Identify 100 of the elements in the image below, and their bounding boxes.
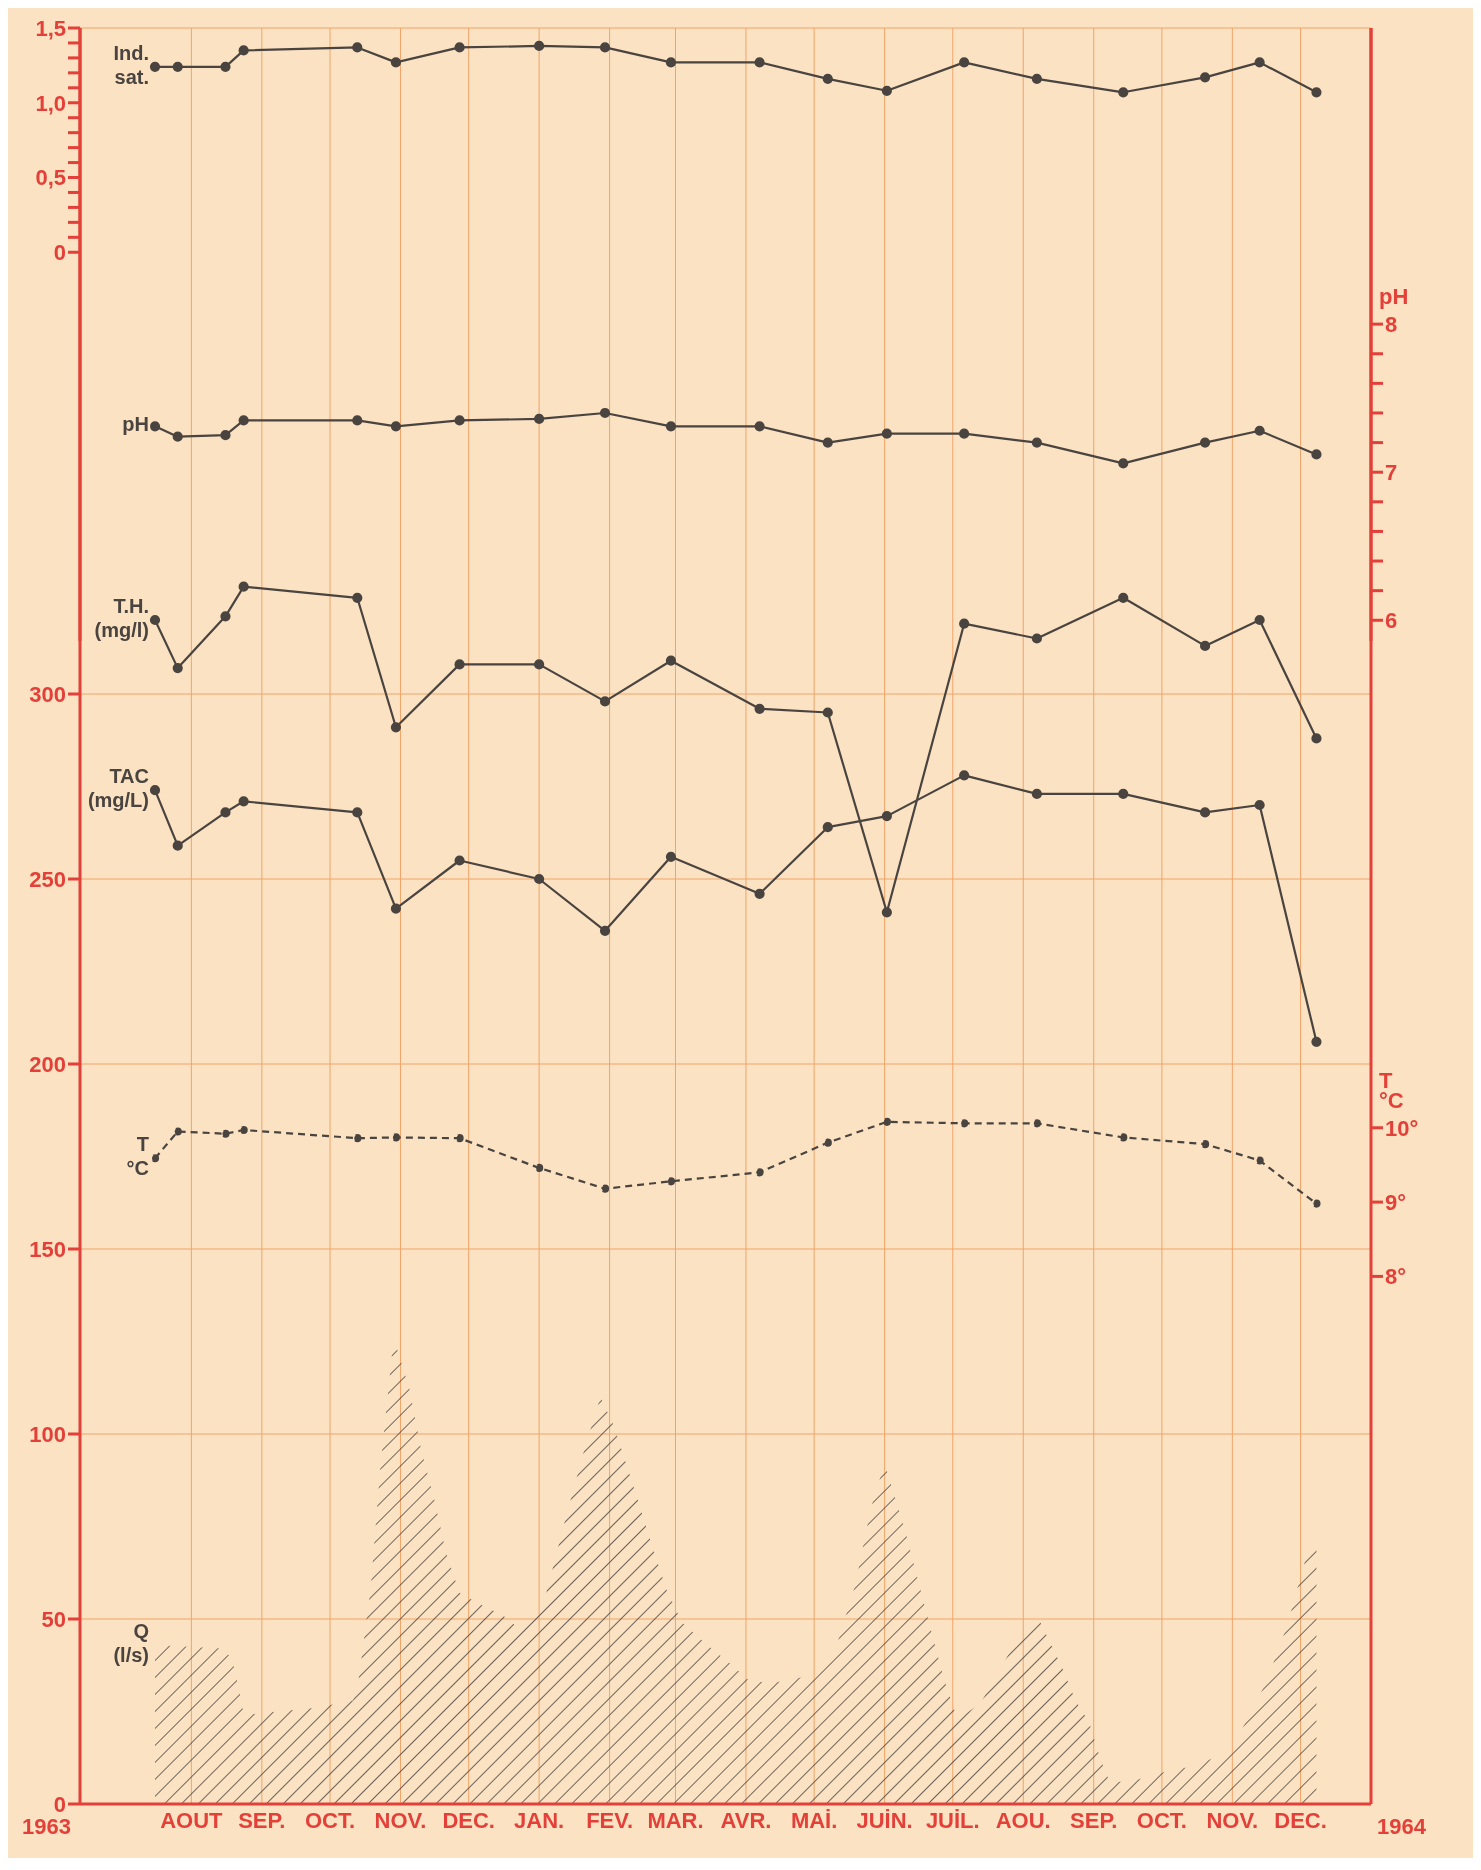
point [1118,788,1129,799]
x-tick-label: OCT. [304,1807,356,1833]
point [1254,614,1265,626]
point [220,807,231,818]
point [149,421,161,432]
x-tick-label: SEP. [238,1807,286,1833]
point [822,822,833,833]
point [881,907,892,918]
point [665,851,677,862]
point [959,57,970,68]
point [822,707,833,718]
point [172,840,183,851]
point [599,696,611,707]
point [390,57,402,68]
y-tick-label: 150 [29,1236,66,1262]
point [1254,425,1265,436]
point [352,807,363,818]
point [881,428,892,439]
point [1031,73,1042,84]
point [1311,733,1322,744]
y-tick-label: 100 [29,1421,66,1447]
point [1199,437,1211,448]
point [882,1117,891,1126]
point [881,85,892,96]
series-label: Ind. sat. [113,42,150,89]
x-tick-label: JUİN. [856,1807,913,1833]
point [1312,1199,1321,1208]
y2-tick-label: 8 [1385,311,1398,337]
x-tick-label: AOUT [160,1807,224,1833]
point [1254,799,1265,811]
y2-tick-label: 8° [1385,1264,1407,1290]
point [238,581,249,592]
point [220,611,231,622]
point [665,655,677,666]
point [823,1138,832,1147]
point [390,903,402,914]
y-tick-label: 0 [53,240,66,266]
point [1031,633,1042,644]
point [959,618,970,629]
series-label: pH [122,413,150,436]
point [352,415,363,426]
point [454,42,465,53]
point [1031,788,1042,799]
point [754,888,765,899]
y-tick-label: 50 [41,1606,66,1632]
x-tick-label: AVR. [720,1807,772,1833]
point [1118,458,1129,469]
x-tick-label: JAN. [514,1807,565,1833]
x-tick-label: DEC. [442,1807,495,1833]
point [755,1168,764,1177]
point [172,431,183,442]
point [149,61,161,72]
point [391,1133,401,1142]
point [1311,1036,1322,1047]
x-tick-label: MAİ. [790,1807,838,1833]
point [959,428,970,439]
series-label: Q (l/s) [113,1620,150,1667]
point [1199,640,1211,651]
x-tick-label: DEC. [1274,1807,1327,1833]
y-tick-label: 1,5 [35,15,66,41]
point [599,42,611,53]
series-label: T.H. (mg/l) [94,595,150,642]
point [665,421,677,432]
x-tick-label: FEV. [586,1807,634,1833]
point [1199,807,1211,818]
point [149,785,161,796]
y-tick-label: 1,0 [35,90,66,116]
point [1118,592,1129,603]
point [454,659,465,670]
point [455,1134,464,1143]
point [599,407,611,419]
point [1031,437,1042,448]
point [238,415,249,426]
x-tick-label: NOV. [374,1807,427,1833]
point [149,614,161,626]
point [665,57,677,68]
point [1311,449,1322,460]
point [172,61,183,72]
point [390,722,402,733]
point [534,40,545,52]
y2-tick-label: 7 [1385,460,1398,486]
x-tick-label: NOV. [1206,1807,1259,1833]
point [238,45,249,56]
point [599,925,611,936]
point [960,1119,969,1128]
y-tick-label: 200 [29,1051,66,1077]
x-tick-label: SEP. [1070,1807,1118,1833]
y2-tick-label: 10° [1385,1115,1419,1141]
point [754,421,765,432]
point [1118,87,1129,98]
point [239,1125,248,1135]
x-tick-label: OCT. [1136,1807,1187,1833]
x-tick-label: JUİL. [925,1807,980,1833]
point [353,1134,362,1143]
y-tick-label: 0,5 [35,165,66,191]
point [754,57,765,68]
y-tick-label: 300 [29,681,66,707]
y2-axis-title: pH [1379,284,1409,310]
point [881,811,892,822]
point [172,663,183,674]
